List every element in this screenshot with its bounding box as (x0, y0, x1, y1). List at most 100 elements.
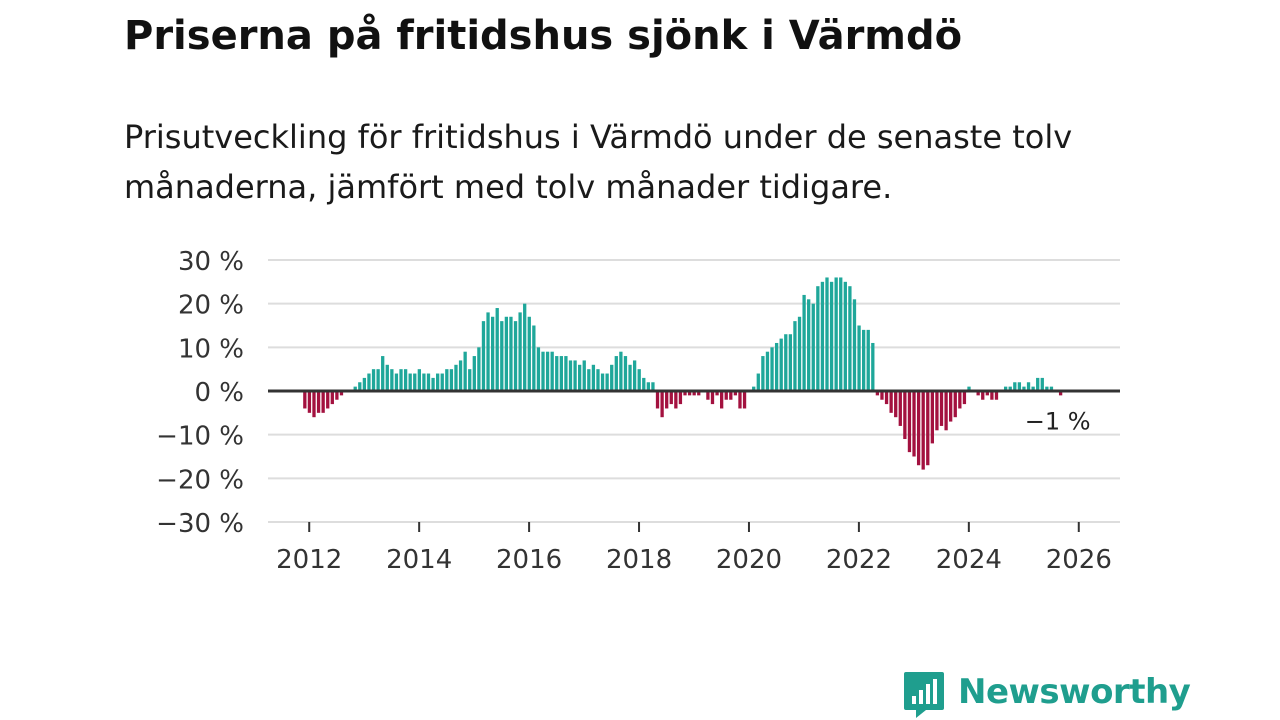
bar (330, 391, 334, 405)
bar (394, 373, 399, 391)
x-tick-label: 2020 (716, 545, 782, 575)
bar (445, 369, 449, 391)
bar (578, 364, 582, 391)
annotations: −1 % (1025, 407, 1091, 435)
bar (358, 382, 362, 391)
bar (1031, 386, 1035, 391)
bar (426, 373, 431, 391)
bar (619, 351, 623, 391)
bar (779, 338, 783, 391)
y-tick-label: 10 % (178, 334, 244, 364)
bar (458, 360, 463, 391)
bar (807, 299, 811, 391)
bar (774, 342, 779, 391)
bar (976, 391, 980, 396)
bar (820, 281, 825, 391)
bar (504, 316, 509, 391)
bar (981, 391, 985, 400)
bar (834, 277, 838, 391)
bar (582, 360, 586, 391)
bar (733, 391, 738, 396)
bar (866, 329, 870, 391)
page-subtitle: Prisutveckling för fritidshus i Värmdö u… (124, 118, 1073, 206)
y-tick-label: −10 % (156, 422, 244, 452)
bar (1040, 377, 1044, 391)
bar (962, 391, 967, 405)
bar (752, 386, 756, 391)
bar (1017, 382, 1022, 391)
bar (843, 281, 847, 391)
bar (312, 391, 316, 418)
bar (921, 391, 925, 470)
y-tick-label: 0 % (194, 378, 244, 408)
bar (953, 391, 957, 418)
bar (907, 391, 912, 453)
bar (862, 329, 866, 391)
bar (655, 391, 660, 409)
bar (674, 391, 678, 409)
bar (660, 391, 664, 418)
bar (486, 312, 490, 391)
bar (793, 321, 797, 391)
bar (811, 303, 815, 391)
x-tick-label: 2026 (1046, 545, 1112, 575)
bar (710, 391, 715, 405)
bar (926, 391, 930, 466)
y-axis-labels: 30 % 20 % 10 % 0 % −10 % −20 % −30 % (156, 247, 244, 539)
bar (440, 373, 444, 391)
bar (408, 373, 412, 391)
bar (335, 391, 339, 400)
bar (321, 391, 325, 413)
bar (509, 316, 513, 391)
bar (436, 373, 440, 391)
bar (468, 369, 472, 391)
bar (600, 373, 605, 391)
bar (935, 391, 939, 431)
bar (715, 391, 719, 396)
bar (371, 369, 376, 391)
bar (802, 294, 806, 391)
bar (687, 391, 692, 396)
bar (413, 373, 417, 391)
bar (852, 299, 857, 391)
bar (490, 316, 495, 391)
bar (729, 391, 733, 400)
bar (573, 360, 577, 391)
bar (871, 342, 875, 391)
bar (994, 391, 999, 400)
bar (692, 391, 696, 396)
bar (848, 286, 852, 391)
bar (555, 356, 559, 391)
last-value-label: −1 % (1025, 407, 1091, 435)
x-tick-label: 2018 (606, 545, 672, 575)
bar (857, 325, 861, 391)
newsworthy-logo-icon (904, 672, 944, 718)
bar (367, 373, 371, 391)
bar (839, 277, 843, 391)
bar (738, 391, 742, 409)
bar (399, 369, 403, 391)
bar (303, 391, 307, 409)
bar (912, 391, 916, 457)
bar (916, 391, 921, 466)
brand-name: Newsworthy (958, 672, 1191, 712)
x-tick-label: 2022 (826, 545, 892, 575)
bar (985, 391, 989, 396)
bar (518, 312, 522, 391)
bar (353, 386, 357, 391)
y-tick-label: −30 % (156, 509, 244, 539)
bar (875, 391, 880, 396)
bar (742, 391, 747, 409)
x-tick-label: 2014 (386, 545, 452, 575)
bar (431, 377, 435, 391)
bar (669, 391, 673, 405)
bar (665, 391, 669, 409)
bar (697, 391, 701, 396)
bar (376, 369, 380, 391)
price-change-chart: 30 %20 %10 %0 %−10 %−20 %−30 % 2012 2014 2… (156, 247, 1120, 575)
bar (1058, 391, 1063, 396)
bar (422, 373, 426, 391)
bar (587, 369, 591, 391)
bar (385, 364, 389, 391)
bar (339, 391, 344, 396)
